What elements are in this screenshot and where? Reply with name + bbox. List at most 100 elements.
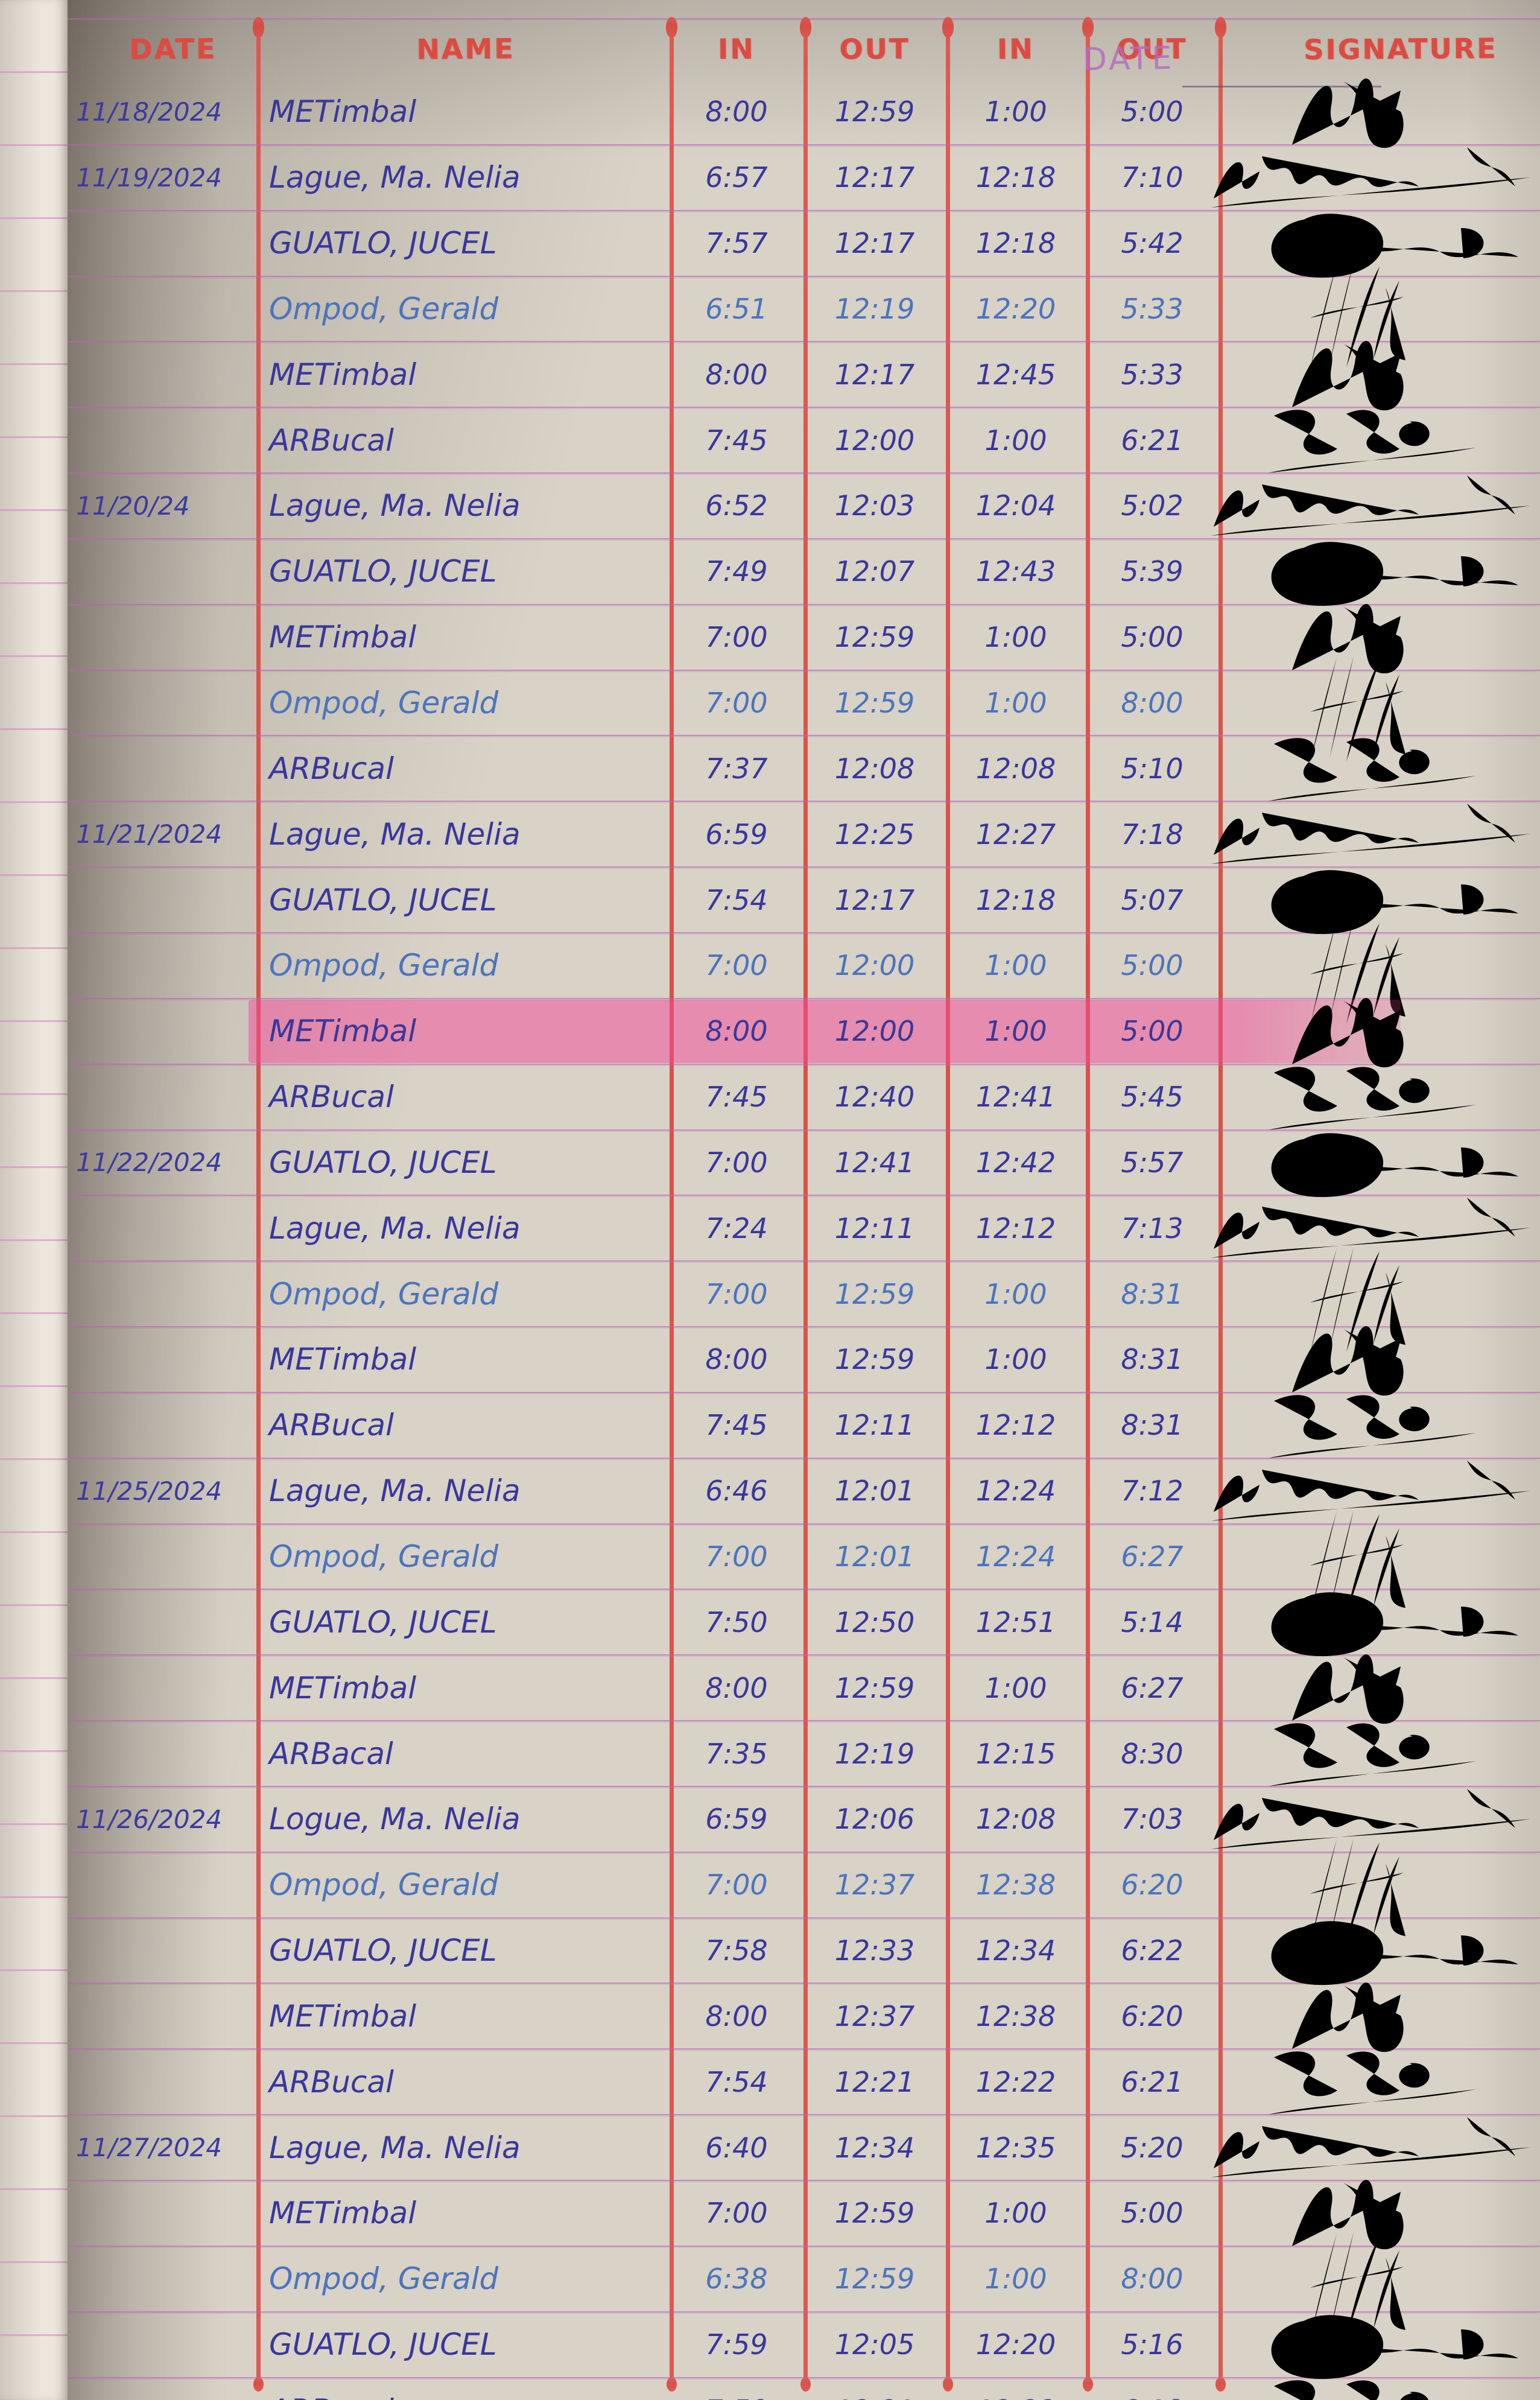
out-am-cell: 12:19 (834, 292, 915, 325)
date-cell (76, 1919, 255, 1983)
out-am-cell: 12:40 (834, 1081, 915, 1114)
out-pm-cell: 8:31 (1121, 1343, 1184, 1376)
table-row: 11/19/2024 Lague, Ma. Nelia 6:57 12:17 1… (68, 145, 1540, 211)
in-am-cell: 7:00 (705, 1277, 768, 1310)
out-am-cell: 12:17 (834, 883, 915, 916)
header-in-am: IN (717, 32, 756, 66)
name-cell: GUATLO, JUCEL (269, 1604, 497, 1640)
column-line-name-in1 (666, 17, 677, 2392)
out-am-cell: 12:41 (834, 1146, 915, 1179)
out-am-cell: 12:17 (834, 227, 915, 260)
name-cell: ARBucal (269, 751, 394, 786)
in-am-cell: 7:00 (705, 949, 768, 982)
in-pm-cell: 12:51 (975, 1605, 1056, 1639)
in-am-cell: 8:00 (705, 1015, 768, 1048)
date-cell (76, 342, 255, 407)
in-pm-cell: 12:08 (975, 1803, 1056, 1836)
out-am-cell: 12:59 (834, 95, 915, 129)
out-pm-cell: 6:18 (1088, 2378, 1216, 2400)
header-in-pm: IN (997, 32, 1035, 66)
in-am-cell: 7:57 (705, 227, 768, 260)
in-am-cell: 7:00 (705, 687, 768, 720)
out-am-cell: 12:25 (834, 817, 915, 851)
out-pm-cell: 8:30 (1121, 1737, 1184, 1770)
in-pm-cell: 12:20 (975, 2328, 1056, 2361)
out-am-cell: 12:01 (834, 1540, 915, 1573)
out-pm-cell: 8:00 (1121, 2262, 1184, 2296)
out-pm-cell: 5:16 (1121, 2328, 1184, 2361)
in-am-cell: 7:35 (705, 1737, 768, 1770)
in-pm-cell: 12:35 (975, 2131, 1056, 2164)
out-am-cell: 12:03 (834, 489, 915, 522)
out-am-cell: 12:21 (806, 2378, 943, 2400)
table-row: METimbal 7:00 12:59 1:00 5:00 (68, 2180, 1540, 2250)
out-am-cell: 12:59 (834, 2262, 915, 2296)
out-pm-cell: 7:03 (1121, 1803, 1184, 1836)
out-pm-cell: 5:20 (1121, 2131, 1184, 2164)
date-cell (76, 1984, 255, 2048)
date-cell: 11/18/2024 (76, 97, 223, 127)
name-cell: ARBacal (269, 1736, 393, 1771)
in-pm-cell: 12:22 (975, 2065, 1056, 2098)
header-out-am: OUT (839, 32, 910, 66)
name-cell: Logue, Ma. Nelia (269, 1802, 521, 1837)
table-row: METimbal 7:00 12:59 1:00 5:00 (68, 603, 1540, 673)
in-am-cell: 7:37 (705, 752, 768, 785)
table-row: GUATLO, JUCEL 7:50 12:50 12:51 5:14 (68, 1590, 1540, 1657)
in-pm-cell: 12:15 (975, 1737, 1056, 1770)
in-am-cell: 7:24 (705, 1211, 768, 1245)
name-cell: GUATLO, JUCEL (269, 882, 497, 918)
date-cell (76, 1590, 255, 1654)
in-am-cell: 7:00 (705, 2197, 768, 2230)
name-cell: METimbal (269, 1998, 417, 2034)
in-pm-cell: 12:18 (975, 883, 1056, 916)
out-pm-cell: 6:27 (1121, 1671, 1184, 1704)
out-pm-cell: 5:39 (1121, 555, 1184, 588)
out-pm-cell: 8:31 (1121, 1409, 1184, 1442)
in-am-cell: 6:52 (705, 489, 768, 522)
in-am-cell: 7:45 (705, 1081, 768, 1114)
in-pm-cell: 12:24 (975, 1540, 1056, 1573)
in-am-cell: 7:00 (705, 1868, 768, 1902)
in-am-cell: 7:45 (705, 1409, 768, 1442)
name-cell: METimbal (269, 1014, 417, 1049)
rows: 11/18/2024 METimbal 8:00 12:59 1:00 5:00… (68, 78, 1540, 2400)
out-pm-cell: 6:22 (1121, 1934, 1184, 1967)
out-pm-cell: 8:00 (1121, 687, 1184, 720)
table-row: Ompod, Gerald 7:00 12:37 12:38 6:20 (68, 1834, 1540, 1945)
table-row: METimbal 8:00 12:37 12:38 6:20 (68, 1983, 1540, 2052)
name-cell: Ompod, Gerald (269, 1867, 499, 1903)
out-am-cell: 12:11 (834, 1211, 915, 1245)
table-row: GUATLO, JUCEL 7:54 12:17 12:18 5:07 (68, 868, 1540, 935)
column-line-date-name (253, 17, 264, 2392)
in-pm-cell: 1:00 (984, 424, 1047, 457)
table-row: Lague, Ma. Nelia 7:24 12:11 12:12 7:13 (68, 1196, 1540, 1262)
table-row: Ompod, Gerald 7:00 12:00 1:00 5:00 (68, 915, 1540, 1026)
date-cell (76, 211, 255, 276)
date-cell (76, 2313, 255, 2377)
in-pm-cell: 1:00 (984, 1277, 1047, 1310)
in-pm-cell: 12:18 (975, 161, 1056, 194)
in-pm-cell: 12:04 (975, 489, 1056, 522)
table-row: METimbal 8:00 12:59 1:00 6:27 (68, 1654, 1540, 1724)
name-cell: Lague, Ma. Nelia (269, 1473, 521, 1509)
date-cell (76, 408, 255, 472)
out-am-cell: 12:19 (834, 1737, 915, 1770)
out-pm-cell: 7:10 (1121, 161, 1184, 194)
in-am-cell: 6:40 (705, 2131, 768, 2164)
out-am-cell: 12:59 (834, 1671, 915, 1704)
date-cell (76, 1393, 255, 1458)
out-am-cell: 12:00 (834, 424, 915, 457)
table-row: Ompod, Gerald 6:38 12:59 1:00 8:00 (68, 2228, 1540, 2339)
name-cell: METimbal (269, 1342, 417, 1377)
date-cell (76, 2247, 255, 2311)
table-row: 11/22/2024 GUATLO, JUCEL 7:00 12:41 12:4… (68, 1131, 1540, 1197)
table-row: 11/25/2024 Lague, Ma. Nelia 6:46 12:01 1… (68, 1459, 1540, 1525)
in-pm-cell: 1:00 (984, 949, 1047, 982)
name-cell: Lague, Ma. Nelia (269, 488, 521, 524)
out-pm-cell: 5:33 (1121, 358, 1184, 391)
in-am-cell: 6:51 (705, 292, 768, 325)
table-row: GUATLO, JUCEL 7:59 12:05 12:20 5:16 (68, 2313, 1540, 2379)
in-pm-cell: 12:18 (975, 227, 1056, 260)
